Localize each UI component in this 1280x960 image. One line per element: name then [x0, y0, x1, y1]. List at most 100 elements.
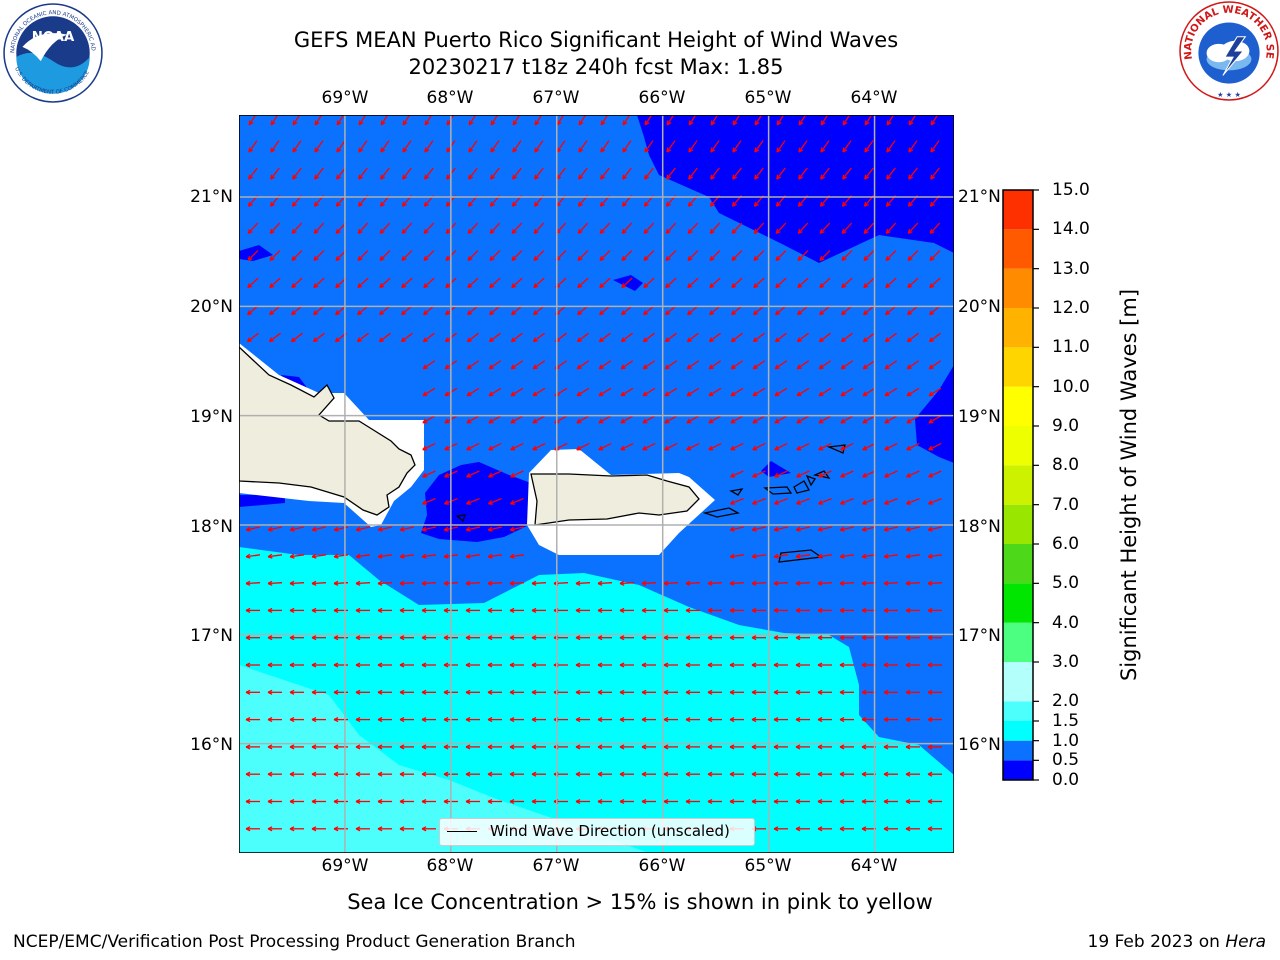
wind-wave-arrow [642, 360, 656, 370]
wind-wave-arrow [686, 332, 699, 343]
wind-wave-arrow [576, 332, 589, 343]
wind-wave-arrow [355, 826, 370, 832]
wind-wave-arrow [289, 826, 304, 832]
wind-wave-arrow [510, 470, 524, 478]
wind-wave-arrow [533, 305, 545, 316]
wind-wave-arrow [795, 798, 810, 805]
wind-wave-arrow [708, 332, 721, 343]
wind-wave-arrow [884, 442, 898, 451]
wind-wave-arrow [488, 497, 502, 505]
wind-wave-arrow [289, 635, 304, 641]
lon-tick-bottom: 69°W [321, 856, 369, 876]
wind-wave-arrow [905, 717, 920, 723]
wind-wave-arrow [269, 277, 281, 289]
wind-wave-arrow [773, 771, 788, 777]
wind-wave-arrow [752, 387, 766, 397]
wind-wave-arrow [707, 771, 722, 777]
land-vieques [702, 507, 740, 518]
wind-wave-arrow [487, 717, 502, 723]
wind-wave-arrow [377, 826, 392, 832]
wind-wave-arrow [378, 332, 391, 343]
wind-wave-arrow [708, 415, 722, 424]
wind-wave-arrow [401, 250, 413, 262]
wind-wave-arrow [466, 387, 480, 397]
wind-wave-arrow [905, 771, 920, 777]
wind-wave-arrow [270, 167, 280, 180]
colorbar-segment [1003, 760, 1033, 780]
wind-wave-arrow [884, 387, 898, 397]
wind-wave-arrow [490, 140, 500, 153]
wind-wave-arrow [840, 360, 854, 370]
wind-wave-arrow [817, 717, 832, 723]
wind-wave-arrow [729, 689, 744, 695]
wind-wave-arrow [817, 689, 832, 695]
wind-wave-arrow [465, 744, 480, 750]
wind-wave-arrow [245, 580, 261, 586]
colorbar-segment [1003, 721, 1033, 741]
wind-wave-arrow [795, 689, 810, 695]
wind-wave-arrow [841, 222, 853, 234]
wind-wave-arrow [907, 305, 919, 316]
wind-wave-arrow [796, 415, 810, 424]
wind-wave-arrow [248, 140, 258, 153]
wind-wave-arrow [708, 387, 722, 397]
colorbar-segment [1003, 701, 1033, 721]
wind-wave-arrow [577, 305, 589, 316]
wind-wave-arrow [377, 798, 392, 805]
colorbar-tick-label: 1.0 [1052, 730, 1080, 751]
colorbar-tick-label: 11.0 [1052, 337, 1090, 358]
wind-wave-arrow [465, 662, 480, 668]
wind-wave-arrow [884, 332, 897, 343]
wind-wave-arrow [622, 140, 632, 153]
land-culebra [729, 488, 744, 496]
wind-wave-arrow [290, 332, 303, 343]
wind-wave-arrow [775, 250, 787, 262]
wind-wave-arrow [663, 662, 678, 668]
wind-wave-arrow [751, 526, 766, 532]
wind-wave-arrow [289, 526, 304, 532]
wind-wave-arrow [928, 497, 942, 505]
wind-wave-arrow [775, 222, 787, 234]
wind-wave-arrow [531, 689, 546, 695]
wind-wave-arrow [399, 662, 414, 668]
wind-wave-arrow [817, 526, 832, 532]
wind-wave-arrow [751, 771, 766, 777]
wind-wave-arrow [533, 277, 545, 289]
wind-wave-arrow [686, 442, 700, 451]
wind-wave-arrow [666, 167, 676, 180]
wind-wave-arrow [752, 360, 766, 370]
wind-wave-arrow [421, 580, 437, 586]
wind-wave-arrow [509, 662, 524, 668]
wind-wave-arrow [313, 305, 325, 316]
wind-wave-arrow [597, 580, 613, 586]
lat-tick-right: 20°N [958, 297, 1001, 317]
wind-wave-arrow [883, 662, 898, 668]
wind-wave-arrow [774, 415, 788, 424]
wind-wave-arrow [246, 332, 259, 343]
wind-wave-arrow [619, 689, 634, 695]
wind-wave-arrow [773, 826, 788, 832]
wind-wave-arrow [531, 798, 546, 805]
wind-wave-arrow [399, 717, 414, 723]
wind-wave-arrow [817, 635, 832, 641]
wind-wave-arrow [399, 744, 414, 750]
colorbar-segment [1003, 504, 1033, 544]
wind-wave-arrow [818, 497, 832, 505]
wind-wave-arrow [488, 470, 502, 478]
wind-wave-arrow [510, 442, 524, 451]
wind-wave-arrow [620, 415, 634, 424]
footer-machine: Hera [1225, 932, 1266, 952]
wind-wave-arrow [289, 689, 304, 695]
wind-wave-arrow [399, 798, 414, 805]
wind-wave-arrow [885, 277, 897, 289]
wind-wave-arrow [509, 607, 524, 613]
wind-wave-arrow [664, 360, 678, 370]
wind-wave-arrow [751, 553, 767, 559]
wind-wave-arrow [245, 826, 260, 832]
wind-wave-arrow [884, 497, 898, 505]
wind-wave-arrow [707, 717, 722, 723]
wind-wave-arrow [641, 771, 656, 777]
wind-wave-arrow [487, 771, 502, 777]
wind-wave-arrow [248, 167, 258, 180]
wind-wave-arrow [466, 415, 480, 424]
